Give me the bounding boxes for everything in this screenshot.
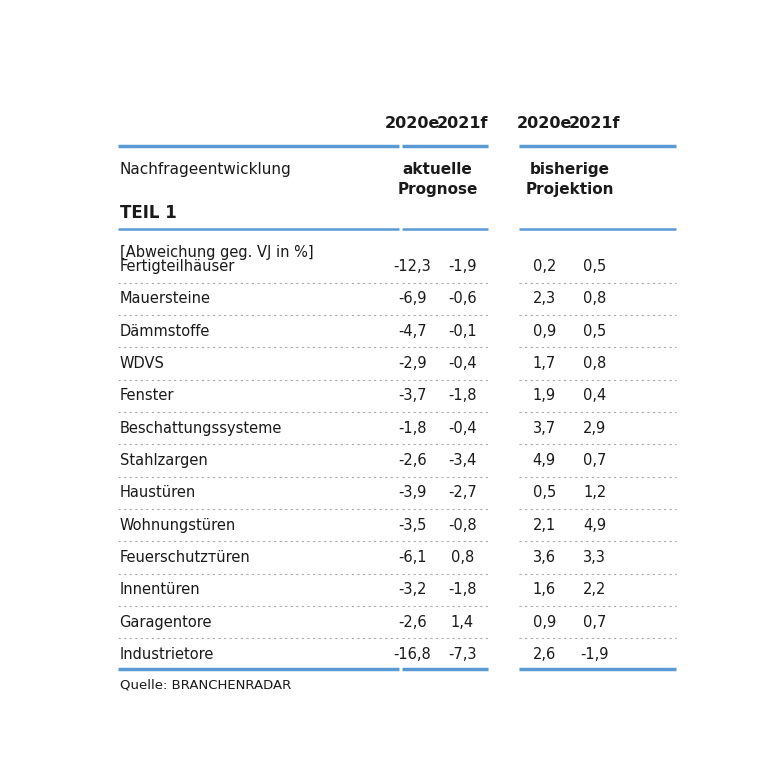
Text: 0,8: 0,8 <box>450 550 474 565</box>
Text: 0,7: 0,7 <box>583 453 606 468</box>
Text: 1,6: 1,6 <box>533 583 556 597</box>
Text: -3,7: -3,7 <box>399 388 427 403</box>
Text: 1,2: 1,2 <box>583 485 606 500</box>
Text: -2,6: -2,6 <box>399 615 427 630</box>
Text: aktuelle
Prognose: aktuelle Prognose <box>397 162 477 197</box>
Text: -2,9: -2,9 <box>399 356 427 371</box>
Text: TEIL 1: TEIL 1 <box>120 204 177 222</box>
Text: 0,9: 0,9 <box>533 615 556 630</box>
Text: 0,8: 0,8 <box>583 356 606 371</box>
Text: 1,4: 1,4 <box>450 615 473 630</box>
Text: -1,8: -1,8 <box>448 388 476 403</box>
Text: Dämmstoffe: Dämmstoffe <box>120 323 210 338</box>
Text: -3,9: -3,9 <box>399 485 427 500</box>
Text: -4,7: -4,7 <box>399 323 427 338</box>
Text: bisherige
Projektion: bisherige Projektion <box>525 162 614 197</box>
Text: 4,9: 4,9 <box>583 518 606 532</box>
Text: 0,2: 0,2 <box>533 259 556 274</box>
Text: 2020e: 2020e <box>385 116 440 131</box>
Text: Feuerschutzтüren: Feuerschutzтüren <box>120 550 251 565</box>
Text: 0,8: 0,8 <box>583 291 606 306</box>
Text: 2,9: 2,9 <box>583 420 606 435</box>
Text: 0,9: 0,9 <box>533 323 556 338</box>
Text: 2,6: 2,6 <box>533 647 556 662</box>
Text: 4,9: 4,9 <box>533 453 556 468</box>
Text: -1,9: -1,9 <box>448 259 476 274</box>
Text: 3,7: 3,7 <box>533 420 556 435</box>
Text: 1,9: 1,9 <box>533 388 556 403</box>
Text: -3,2: -3,2 <box>399 583 427 597</box>
Text: 2021f: 2021f <box>569 116 621 131</box>
Text: 0,5: 0,5 <box>533 485 556 500</box>
Text: -6,1: -6,1 <box>399 550 427 565</box>
Text: 2,3: 2,3 <box>533 291 556 306</box>
Text: WDVS: WDVS <box>120 356 164 371</box>
Text: 0,5: 0,5 <box>583 259 606 274</box>
Text: 0,5: 0,5 <box>583 323 606 338</box>
Text: -1,8: -1,8 <box>399 420 427 435</box>
Text: -0,4: -0,4 <box>448 420 476 435</box>
Text: -0,6: -0,6 <box>448 291 476 306</box>
Text: Innentüren: Innentüren <box>120 583 200 597</box>
Text: Fenster: Fenster <box>120 388 174 403</box>
Text: Garagentore: Garagentore <box>120 615 212 630</box>
Text: Fertigteilhäuser: Fertigteilhäuser <box>120 259 235 274</box>
Text: [Abweichung geg. VJ in %]: [Abweichung geg. VJ in %] <box>120 245 313 260</box>
Text: -6,9: -6,9 <box>399 291 427 306</box>
Text: 3,6: 3,6 <box>533 550 556 565</box>
Text: -16,8: -16,8 <box>394 647 432 662</box>
Text: 2021f: 2021f <box>436 116 488 131</box>
Text: -0,1: -0,1 <box>448 323 476 338</box>
Text: -2,7: -2,7 <box>448 485 476 500</box>
Text: 0,7: 0,7 <box>583 615 606 630</box>
Text: -0,4: -0,4 <box>448 356 476 371</box>
Text: -2,6: -2,6 <box>399 453 427 468</box>
Text: 2,1: 2,1 <box>533 518 556 532</box>
Text: -12,3: -12,3 <box>394 259 432 274</box>
Text: Mauersteine: Mauersteine <box>120 291 210 306</box>
Text: Wohnungstüren: Wohnungstüren <box>120 518 236 532</box>
Text: 2020e: 2020e <box>517 116 572 131</box>
Text: Stahlzargen: Stahlzargen <box>120 453 207 468</box>
Text: 3,3: 3,3 <box>584 550 606 565</box>
Text: -1,8: -1,8 <box>448 583 476 597</box>
Text: Beschattungssysteme: Beschattungssysteme <box>120 420 282 435</box>
Text: Industrietore: Industrietore <box>120 647 214 662</box>
Text: -7,3: -7,3 <box>448 647 476 662</box>
Text: Nachfrageentwicklung: Nachfrageentwicklung <box>120 162 291 177</box>
Text: -3,4: -3,4 <box>448 453 476 468</box>
Text: 0,4: 0,4 <box>583 388 606 403</box>
Text: -1,9: -1,9 <box>581 647 609 662</box>
Text: Quelle: BRANCHENRADAR: Quelle: BRANCHENRADAR <box>120 678 291 691</box>
Text: 2,2: 2,2 <box>583 583 606 597</box>
Text: -3,5: -3,5 <box>399 518 427 532</box>
Text: -0,8: -0,8 <box>448 518 476 532</box>
Text: 1,7: 1,7 <box>533 356 556 371</box>
Text: Haustüren: Haustüren <box>120 485 196 500</box>
